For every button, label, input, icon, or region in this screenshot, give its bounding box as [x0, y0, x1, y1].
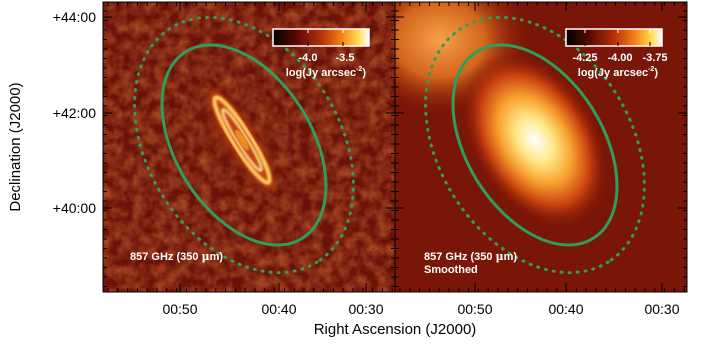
- colorbar-left: -4.0 -3.5 log(Jy arcsec-2): [272, 28, 370, 79]
- panel-frame-right: [394, 1, 688, 293]
- colorbar-right: -4.25 -4.00 -3.75 log(Jy arcsec-2): [565, 28, 668, 79]
- aperture-ellipse: [160, 43, 328, 247]
- x-tick-label: 00:40: [548, 301, 583, 317]
- panel-label-right: 857 GHz (350 μm): [424, 250, 517, 263]
- y-axis-title: Declination (J2000): [7, 82, 24, 211]
- colorbar-unit-label: log(Jy arcsec-2): [578, 66, 659, 79]
- y-tick-label: +42:00: [53, 105, 96, 121]
- x-tick-label: 00:30: [644, 301, 679, 317]
- colorbar-tick-label: -4.0: [299, 52, 318, 64]
- colorbar-unit-label: log(Jy arcsec-2): [286, 66, 367, 79]
- y-tick-label: +40:00: [53, 200, 96, 216]
- x-tick-label: 00:30: [348, 301, 383, 317]
- colorbar-gradient: [565, 28, 663, 47]
- x-tick-label: 00:40: [261, 301, 296, 317]
- x-tick-label: 00:50: [457, 301, 492, 317]
- colorbar-tick-label: -3.75: [642, 52, 667, 64]
- y-tick-label: +44:00: [53, 9, 96, 25]
- x-tick-label: 00:50: [162, 301, 197, 317]
- smoothed-galaxy: [462, 52, 608, 228]
- x-axis-title: Right Ascension (J2000): [314, 321, 477, 338]
- colorbar-gradient: [272, 28, 370, 47]
- aperture-ellipse: [451, 43, 619, 247]
- galaxy-disk: [209, 90, 275, 190]
- colorbar-tick-label: -3.5: [336, 52, 355, 64]
- panel-original: [103, 2, 395, 292]
- panel-label-left: 857 GHz (350 μm): [130, 250, 223, 263]
- panel-label-right-smoothed: Smoothed: [424, 264, 478, 276]
- colorbar-tick-label: -4.00: [607, 52, 632, 64]
- outer-aperture-dotted: [424, 15, 646, 275]
- panel-smoothed: [395, 2, 687, 292]
- colorbar-tick-label: -4.25: [572, 52, 597, 64]
- outer-aperture-dotted: [133, 15, 355, 275]
- axis-ticks: [103, 2, 687, 292]
